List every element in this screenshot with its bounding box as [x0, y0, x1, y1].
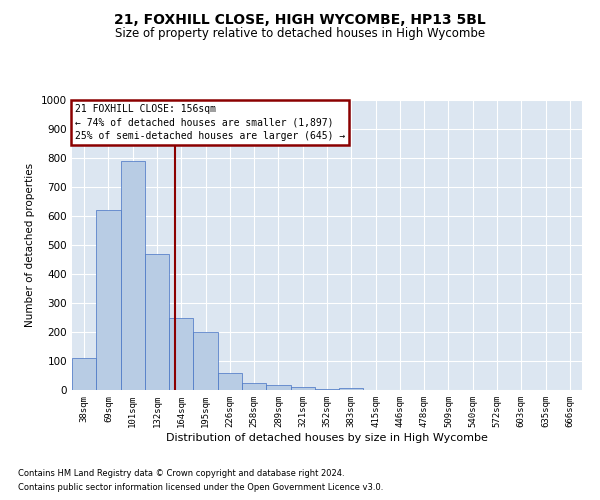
Text: 21 FOXHILL CLOSE: 156sqm
← 74% of detached houses are smaller (1,897)
25% of sem: 21 FOXHILL CLOSE: 156sqm ← 74% of detach… — [74, 104, 345, 141]
Bar — [96, 210, 121, 390]
Text: Contains public sector information licensed under the Open Government Licence v3: Contains public sector information licen… — [18, 484, 383, 492]
Bar — [242, 383, 266, 390]
Bar — [339, 388, 364, 390]
Text: Size of property relative to detached houses in High Wycombe: Size of property relative to detached ho… — [115, 28, 485, 40]
X-axis label: Distribution of detached houses by size in High Wycombe: Distribution of detached houses by size … — [166, 432, 488, 442]
Bar — [290, 386, 315, 390]
Bar — [121, 161, 145, 390]
Y-axis label: Number of detached properties: Number of detached properties — [25, 163, 35, 327]
Bar — [193, 332, 218, 390]
Bar — [72, 358, 96, 390]
Bar — [145, 254, 169, 390]
Text: Contains HM Land Registry data © Crown copyright and database right 2024.: Contains HM Land Registry data © Crown c… — [18, 468, 344, 477]
Bar — [315, 388, 339, 390]
Bar — [266, 385, 290, 390]
Bar — [169, 318, 193, 390]
Text: 21, FOXHILL CLOSE, HIGH WYCOMBE, HP13 5BL: 21, FOXHILL CLOSE, HIGH WYCOMBE, HP13 5B… — [114, 12, 486, 26]
Bar — [218, 372, 242, 390]
